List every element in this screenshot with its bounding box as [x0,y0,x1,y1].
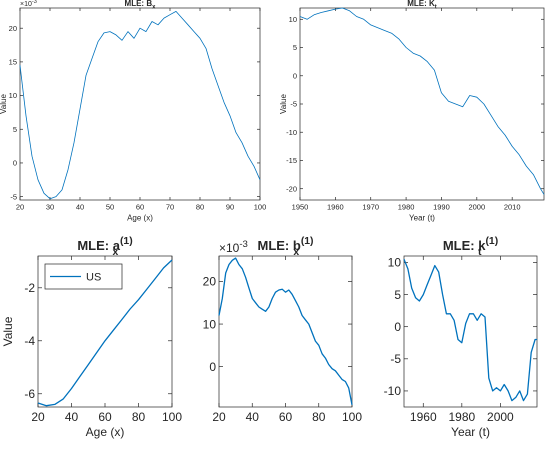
x-tick-label: 1990 [433,203,450,212]
y-tick-label: 5 [293,43,297,52]
chart-title: MLE: Bx [125,0,157,10]
y-tick-label: -5 [10,192,17,201]
x-tick-label: 50 [106,203,114,212]
x-tick-label: 20 [212,410,226,424]
axis-exponent: ×10-3 [219,239,248,255]
y-tick-label: -20 [286,184,297,193]
x-axis-label: Age (x) [86,425,125,439]
x-tick-label: 2000 [468,203,485,212]
legend-entry: US [86,272,101,284]
x-tick-label: 20 [16,203,24,212]
y-tick-label: 10 [289,15,297,24]
series-line [403,258,537,402]
plot-a-x-bottom: 20 40 60 80 100 -6 -4 -2 MLE: a(1) x Age (x) Value U… [1,236,182,439]
x-tick-label: 1970 [362,203,379,212]
x-tick-label: 1960 [327,203,344,212]
x-axis-label: Age (x) [127,214,153,223]
y-tick-label: -5 [390,352,401,366]
x-tick-label: 100 [254,203,267,212]
plot-frame [19,7,261,201]
y-tick-label: 0 [13,159,17,168]
y-tick-label: -10 [384,384,402,398]
y-tick-label: 0 [209,360,216,374]
x-tick-label: 60 [136,203,144,212]
y-tick-label: 10 [388,256,402,270]
y-tick-label: 20 [203,275,217,289]
series-line [299,7,545,195]
series-line [218,257,353,406]
x-axis-label: Year (t) [409,214,435,223]
plot-frame [299,7,545,201]
x-axis-label: Year (t) [451,425,490,439]
series-line [37,259,173,407]
y-tick-label: 5 [13,125,17,134]
y-tick-label: -2 [24,281,35,295]
y-axis-label: Value [279,94,288,114]
y-tick-label: 20 [9,24,17,33]
x-tick-label: 1950 [292,203,309,212]
x-tick-label: 30 [46,203,54,212]
plot-b-x-top: 20 30 40 50 60 70 80 90 100 -5 0 5 10 15 20 MLE: Bx ×10-… [0,0,266,223]
x-tick-label: 60 [279,410,293,424]
axis-exponent: ×10-3 [20,0,37,8]
x-tick-label: 40 [76,203,84,212]
x-tick-label: 70 [166,203,174,212]
chart-title: MLE: a(1) x [77,236,132,258]
y-tick-label: 10 [9,91,17,100]
x-tick-label: 90 [226,203,234,212]
y-tick-label: -10 [286,128,297,137]
y-tick-label: 10 [203,317,217,331]
legend: US [44,263,123,290]
x-tick-label: 40 [246,410,260,424]
x-tick-label: 60 [98,410,112,424]
plot-b-x-bottom: 20 40 60 80 100 0 10 20 MLE: b(1) x ×10-3 [203,236,363,424]
y-tick-label: -6 [24,387,35,401]
x-tick-label: 1980 [398,203,415,212]
plot-k-t-top: 1950 1960 1970 1980 1990 2000 2010 -20 -15 -10 -5 0… [279,0,545,223]
y-axis-label: Value [1,316,15,346]
chart-title: MLE: b(1) x [257,236,313,258]
x-tick-label: 100 [342,410,362,424]
x-tick-label: 20 [31,410,45,424]
y-tick-label: 0 [293,71,297,80]
chart-title: MLE: k(1) t [443,236,498,258]
x-tick-label: 2000 [487,410,514,424]
y-tick-label: 5 [394,288,401,302]
y-axis-label: Value [0,94,8,114]
plot-k-t-bottom: 1960 1980 2000 -10 -5 0 5 10 MLE: k(1) t Year (t) [384,236,538,439]
x-tick-label: 80 [132,410,146,424]
x-tick-label: 1980 [448,410,475,424]
x-tick-label: 2010 [504,203,521,212]
x-tick-label: 100 [162,410,182,424]
y-tick-label: -5 [290,100,297,109]
y-tick-label: -15 [286,156,297,165]
x-tick-label: 40 [65,410,79,424]
x-tick-label: 80 [196,203,204,212]
y-tick-label: -4 [24,334,35,348]
y-tick-label: 15 [9,58,17,67]
chart-title: MLE: Kt [407,0,437,10]
x-tick-label: 1960 [410,410,437,424]
plot-frame [403,255,538,408]
series-line [19,10,261,200]
plot-frame [218,255,353,408]
y-tick-label: 0 [394,320,401,334]
x-tick-label: 80 [312,410,326,424]
